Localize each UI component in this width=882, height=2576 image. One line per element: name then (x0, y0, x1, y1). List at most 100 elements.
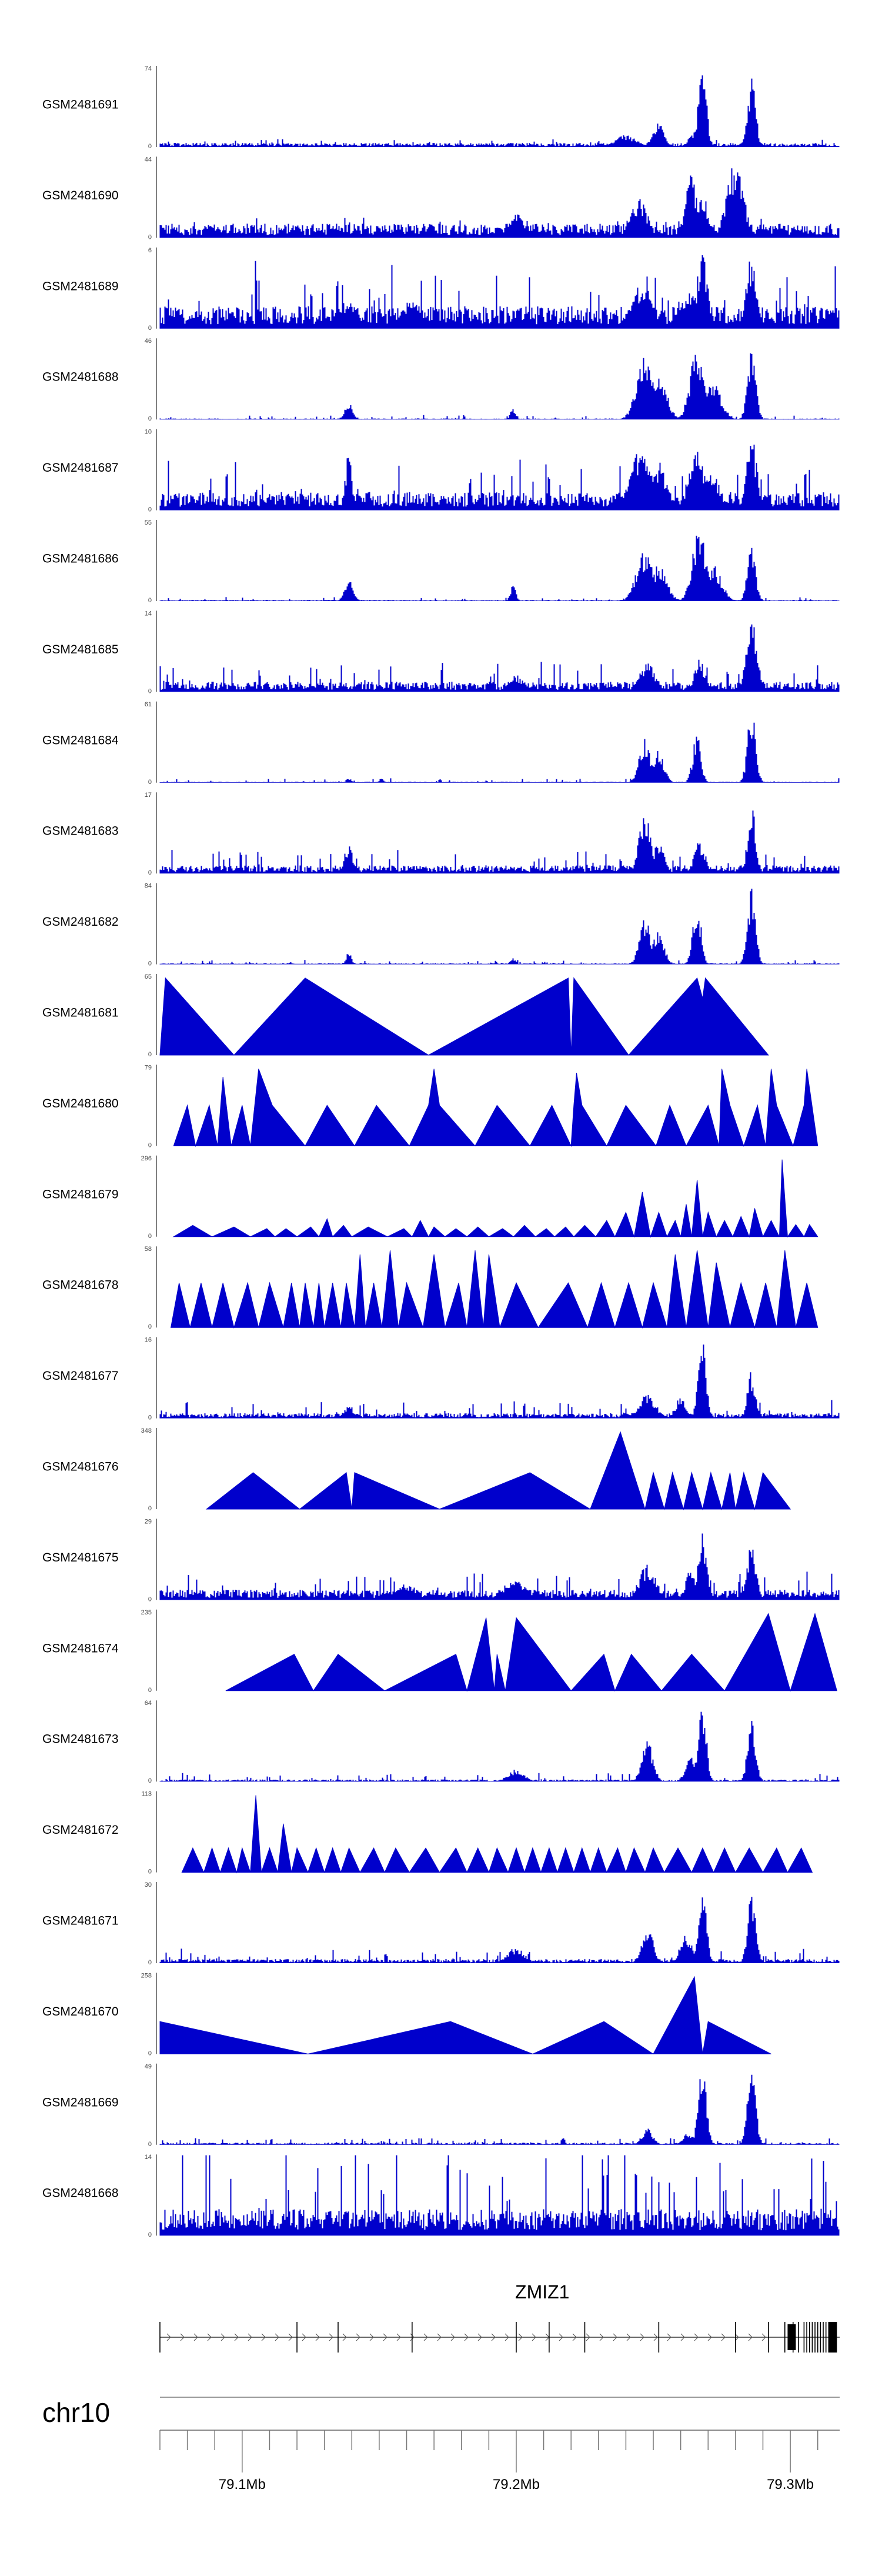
coverage-tracks: GSM2481691740GSM2481690440GSM248168960GS… (42, 65, 840, 2238)
coverage-histogram (159, 889, 840, 965)
track-GSM2481672: GSM2481672 113 0 (42, 1791, 813, 1876)
track-GSM2481673: GSM2481673 64 0 (42, 1700, 840, 1784)
tick-label: 79.1Mb (219, 2477, 266, 2492)
track-ymax-label: 17 (145, 792, 152, 799)
coverage-histogram (159, 1344, 840, 1419)
track-ymax-label: 58 (145, 1246, 152, 1253)
coverage-area (170, 1250, 818, 1329)
track-ymin-label: 0 (148, 869, 152, 876)
track-ymax-label: 61 (145, 701, 152, 708)
track-label: GSM2481691 (42, 98, 119, 112)
coverage-area (159, 977, 769, 1056)
track-ymax-label: 14 (145, 610, 152, 617)
track-GSM2481670: GSM2481670 258 0 (42, 1972, 771, 2057)
track-label: GSM2481676 (42, 1460, 119, 1474)
track-ymin-label: 0 (148, 2050, 152, 2057)
track-GSM2481677: GSM2481677 16 0 (42, 1337, 840, 1422)
track-label: GSM2481681 (42, 1006, 119, 1020)
track-label: GSM2481672 (42, 1823, 119, 1837)
coverage-histogram (159, 1711, 840, 1782)
gene-name-label: ZMIZ1 (515, 2281, 569, 2303)
track-ymax-label: 64 (145, 1700, 152, 1707)
track-ymin-label: 0 (148, 1868, 152, 1876)
track-ymin-label: 0 (148, 2141, 152, 2148)
track-GSM2481686: GSM2481686 55 0 (42, 519, 840, 604)
track-ymin-label: 0 (148, 1959, 152, 1966)
ideogram-track: chr10 (42, 2397, 840, 2428)
track-label: GSM2481685 (42, 643, 119, 656)
track-ymin-label: 0 (148, 688, 152, 695)
track-ymin-label: 0 (148, 1687, 152, 1694)
track-GSM2481676: GSM2481676 348 0 (42, 1427, 791, 1512)
track-ymin-label: 0 (148, 1414, 152, 1422)
track-ymin-label: 0 (148, 325, 152, 332)
exon-block-last (828, 2322, 837, 2353)
track-label: GSM2481673 (42, 1733, 119, 1746)
track-ymax-label: 74 (145, 65, 152, 72)
track-GSM2481678: GSM2481678 58 0 (42, 1246, 818, 1330)
track-ymax-label: 113 (141, 1791, 152, 1798)
track-label: GSM2481690 (42, 189, 119, 202)
exon-block-cds (787, 2324, 796, 2350)
coverage-histogram (159, 2074, 840, 2145)
coverage-area (173, 1069, 818, 1147)
track-label: GSM2481688 (42, 371, 119, 384)
track-ymax-label: 258 (141, 1972, 152, 1979)
coverage-histogram (159, 445, 840, 510)
strand-direction-arrows (166, 2333, 766, 2341)
track-ymin-label: 0 (148, 1051, 152, 1058)
track-GSM2481679: GSM2481679 296 0 (42, 1155, 818, 1240)
track-ymax-label: 29 (145, 1518, 152, 1525)
track-ymax-label: 16 (145, 1337, 152, 1344)
track-label: GSM2481674 (42, 1641, 119, 1655)
track-GSM2481674: GSM2481674 235 0 (42, 1609, 837, 1694)
track-ymax-label: 84 (145, 883, 152, 890)
track-label: GSM2481678 (42, 1279, 119, 1292)
track-GSM2481671: GSM2481671 30 0 (42, 1881, 840, 1966)
track-GSM2481690: GSM2481690 44 0 (42, 156, 840, 241)
track-ymin-label: 0 (148, 1596, 152, 1603)
track-ymax-label: 235 (141, 1609, 152, 1616)
track-ymin-label: 0 (148, 2231, 152, 2238)
track-GSM2481687: GSM2481687 10 0 (42, 429, 840, 513)
coverage-area (172, 1159, 818, 1238)
track-GSM2481685: GSM2481685 14 0 (42, 610, 840, 695)
track-GSM2481683: GSM2481683 17 0 (42, 792, 840, 876)
track-ymin-label: 0 (148, 1505, 152, 1512)
coverage-histogram (159, 1897, 840, 1963)
coverage-histogram (159, 535, 840, 601)
track-ymin-label: 0 (148, 143, 152, 150)
track-ymax-label: 65 (145, 973, 152, 980)
track-label: GSM2481677 (42, 1369, 119, 1383)
coverage-histogram (159, 75, 840, 147)
coverage-histogram (159, 353, 840, 420)
track-GSM2481680: GSM2481680 79 0 (42, 1064, 818, 1149)
track-ymin-label: 0 (148, 1142, 152, 1149)
tick-label: 79.3Mb (767, 2477, 814, 2492)
track-GSM2481669: GSM2481669 49 0 (42, 2063, 840, 2148)
track-label: GSM2481670 (42, 2005, 119, 2018)
track-ymin-label: 0 (148, 597, 152, 604)
track-label: GSM2481669 (42, 2095, 119, 2109)
coverage-area (181, 1795, 813, 1874)
track-label: GSM2481679 (42, 1187, 119, 1201)
track-ymax-label: 348 (141, 1427, 152, 1434)
track-ymin-label: 0 (148, 1323, 152, 1330)
track-label: GSM2481680 (42, 1097, 119, 1110)
track-ymin-label: 0 (148, 960, 152, 967)
track-label: GSM2481682 (42, 915, 119, 929)
track-ymin-label: 0 (148, 415, 152, 422)
track-GSM2481684: GSM2481684 61 0 (42, 701, 840, 786)
track-GSM2481681: GSM2481681 65 0 (42, 973, 769, 1058)
track-label: GSM2481684 (42, 733, 119, 747)
track-ymin-label: 0 (148, 779, 152, 786)
track-ymax-label: 6 (148, 247, 152, 254)
track-ymax-label: 55 (145, 519, 152, 526)
coverage-histogram (159, 810, 840, 874)
track-GSM2481689: GSM2481689 6 0 (42, 247, 840, 332)
track-ymin-label: 0 (148, 1777, 152, 1784)
track-ymin-label: 0 (148, 506, 152, 513)
coverage-histogram (159, 1533, 840, 1600)
coverage-area (225, 1612, 837, 1692)
